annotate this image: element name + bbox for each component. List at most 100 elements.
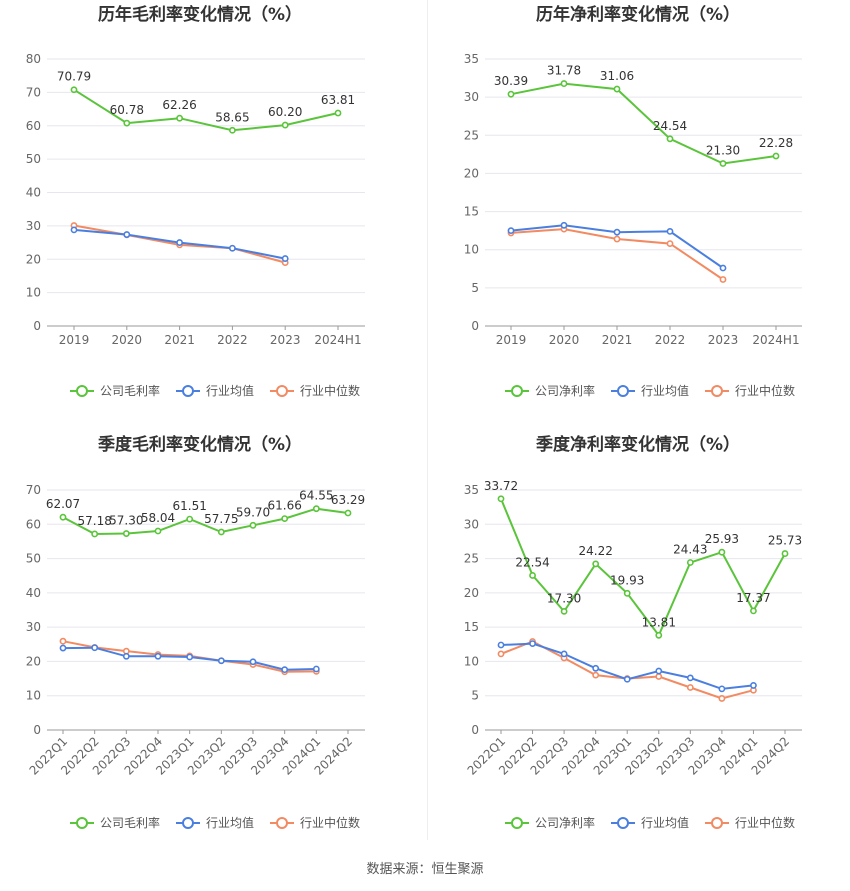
data-point	[123, 231, 131, 238]
x-tick-label: 2023	[708, 333, 739, 347]
data-point	[666, 135, 674, 143]
data-point	[217, 528, 225, 536]
legend-swatch-marker	[76, 385, 88, 397]
data-label: 13.81	[642, 615, 676, 629]
y-tick-label: 40	[26, 586, 41, 600]
data-point	[623, 589, 631, 597]
x-tick-label: 2022	[217, 333, 248, 347]
data-point	[122, 652, 130, 660]
series-line	[510, 82, 777, 165]
legend-label: 公司毛利率	[100, 815, 160, 830]
legend-swatch-marker	[276, 385, 288, 397]
y-tick-label: 0	[33, 723, 41, 737]
data-point	[529, 640, 536, 647]
y-tick-label: 15	[464, 205, 479, 219]
y-tick-label: 60	[26, 119, 41, 133]
data-point	[186, 653, 194, 661]
data-point	[70, 86, 78, 94]
y-tick-label: 20	[26, 252, 41, 266]
chart-title: 历年毛利率变化情况（%）	[98, 4, 302, 25]
data-point	[497, 641, 505, 649]
y-tick-label: 70	[26, 483, 41, 497]
chart-title: 季度净利率变化情况（%）	[536, 434, 740, 455]
chart-panel-2: 历年净利率变化情况（%） 0 5 10 15 20 25 30 35 2019 2020 2021 20…	[464, 4, 802, 398]
data-point	[154, 652, 162, 660]
data-point	[718, 685, 726, 693]
data-point	[312, 505, 320, 513]
data-label: 31.78	[547, 64, 581, 78]
x-tick-label: 2020	[112, 333, 143, 347]
data-label: 61.51	[172, 499, 206, 513]
data-label: 60.78	[110, 103, 144, 117]
chart-title: 季度毛利率变化情况（%）	[98, 434, 302, 455]
data-point	[281, 121, 289, 129]
series-line	[500, 640, 754, 700]
data-point	[154, 527, 162, 535]
legend-swatch-marker	[711, 817, 723, 829]
data-point	[249, 658, 257, 666]
data-point	[228, 244, 236, 252]
data-point	[228, 126, 236, 134]
chart-title: 历年净利率变化情况（%）	[536, 4, 740, 25]
data-point	[560, 650, 568, 658]
data-label: 58.04	[141, 511, 175, 525]
data-label: 57.30	[109, 514, 143, 528]
y-tick-label: 50	[26, 552, 41, 566]
data-label: 64.55	[299, 489, 333, 503]
legend-label: 行业均值	[206, 383, 254, 398]
data-point	[592, 664, 600, 672]
data-label: 17.30	[547, 591, 581, 605]
x-tick-label: 2023	[270, 333, 301, 347]
chart-panel-1: 历年毛利率变化情况（%） 0 10 20 30 40 50 60 70 80 2019 2020 202…	[26, 4, 365, 398]
data-point	[176, 114, 183, 122]
data-point	[70, 226, 78, 234]
data-point	[560, 80, 568, 87]
legend-label: 行业中位数	[735, 383, 795, 398]
legend-label: 行业中位数	[300, 815, 360, 830]
data-label: 22.28	[759, 136, 793, 150]
y-tick-label: 35	[464, 52, 479, 66]
data-point	[334, 109, 342, 117]
y-tick-label: 50	[26, 152, 41, 166]
data-point	[613, 235, 621, 243]
data-label: 57.18	[77, 514, 111, 528]
series-line	[73, 88, 339, 132]
data-label: 63.29	[331, 493, 365, 507]
x-tick-label: 2019	[59, 333, 90, 347]
data-point	[655, 631, 663, 639]
legend-swatch-marker	[276, 817, 288, 829]
legend-label: 行业中位数	[735, 815, 795, 830]
data-point	[186, 515, 194, 523]
data-point	[91, 530, 99, 538]
y-tick-label: 25	[464, 128, 479, 142]
data-label: 31.06	[600, 69, 634, 83]
data-label: 25.73	[768, 534, 802, 548]
y-tick-label: 25	[464, 552, 479, 566]
legend-swatch-marker	[182, 817, 194, 829]
data-point	[750, 682, 757, 689]
data-point	[666, 240, 674, 248]
data-point	[655, 667, 663, 675]
data-label: 33.72	[484, 479, 518, 493]
data-point	[217, 657, 225, 665]
data-point	[281, 666, 289, 674]
legend-swatch-marker	[617, 385, 629, 397]
data-label: 61.66	[267, 499, 301, 513]
x-tick-label: 2024H1	[314, 333, 361, 347]
legend-label: 行业均值	[206, 815, 254, 830]
y-tick-label: 20	[464, 586, 479, 600]
y-tick-label: 30	[464, 90, 479, 104]
legend-label: 行业均值	[641, 383, 689, 398]
data-point	[529, 572, 536, 579]
y-tick-label: 80	[26, 52, 41, 66]
y-tick-label: 10	[464, 243, 479, 257]
data-point	[750, 607, 757, 615]
y-tick-label: 10	[464, 654, 479, 668]
data-point	[59, 513, 67, 521]
data-point	[59, 637, 67, 645]
y-tick-label: 10	[26, 689, 41, 703]
data-point	[592, 560, 600, 568]
data-label: 24.54	[653, 119, 687, 133]
legend-label: 行业均值	[641, 815, 689, 830]
